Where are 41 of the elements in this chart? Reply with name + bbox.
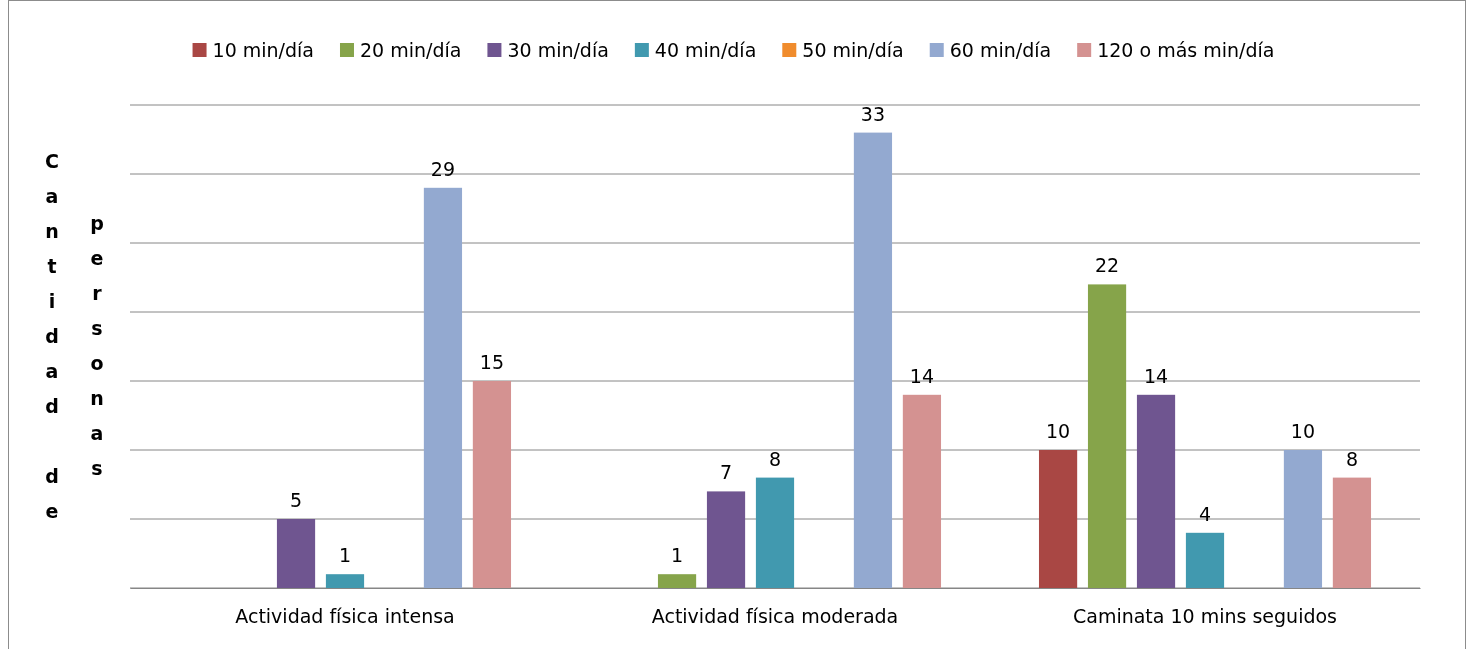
x-tick-label: Caminata 10 mins seguidos <box>1072 605 1338 628</box>
data-label: 5 <box>289 489 303 511</box>
data-label: 10 <box>1290 420 1316 442</box>
text: Cantidad de personas <box>41 150 108 535</box>
bar <box>1136 394 1176 588</box>
data-label: 10 <box>1045 420 1071 442</box>
bar <box>1087 284 1127 588</box>
data-label: 14 <box>1143 364 1169 387</box>
data-label: 33 <box>860 102 886 125</box>
bar <box>325 574 365 588</box>
data-label: 1 <box>671 544 684 567</box>
bar <box>755 477 795 588</box>
x-tick-label: Actividad física moderada <box>651 605 899 628</box>
legend-label: 40 min/día <box>654 39 757 61</box>
data-label: 4 <box>1198 502 1212 525</box>
bar <box>1185 532 1225 588</box>
bar <box>472 381 512 588</box>
bar <box>1038 450 1078 588</box>
data-label: 1 <box>338 544 352 567</box>
data-label: 14 <box>909 364 935 387</box>
legend-label: 30 min/día <box>507 39 609 61</box>
legend-label: 10 min/día <box>212 39 314 61</box>
data-label: 22 <box>1094 254 1120 277</box>
data-label: 7 <box>719 461 733 484</box>
bar <box>706 491 746 588</box>
legend-label: 20 min/día <box>359 39 462 61</box>
bar <box>902 394 942 588</box>
bar <box>423 187 463 588</box>
legend-label: 120 o más min/día <box>1097 39 1275 61</box>
bar <box>276 519 316 588</box>
bar <box>1283 450 1323 588</box>
data-label: 15 <box>479 351 505 373</box>
data-label: 8 <box>768 447 782 470</box>
bar <box>1332 477 1372 588</box>
data-label: 8 <box>1345 447 1358 470</box>
x-tick-label: Actividad física intensa <box>235 605 455 628</box>
bar <box>853 132 893 588</box>
bar <box>657 574 697 588</box>
legend-label: 50 min/día <box>802 39 904 61</box>
legend-label: 60 min/día <box>949 39 1052 61</box>
data-label: 29 <box>430 157 456 180</box>
